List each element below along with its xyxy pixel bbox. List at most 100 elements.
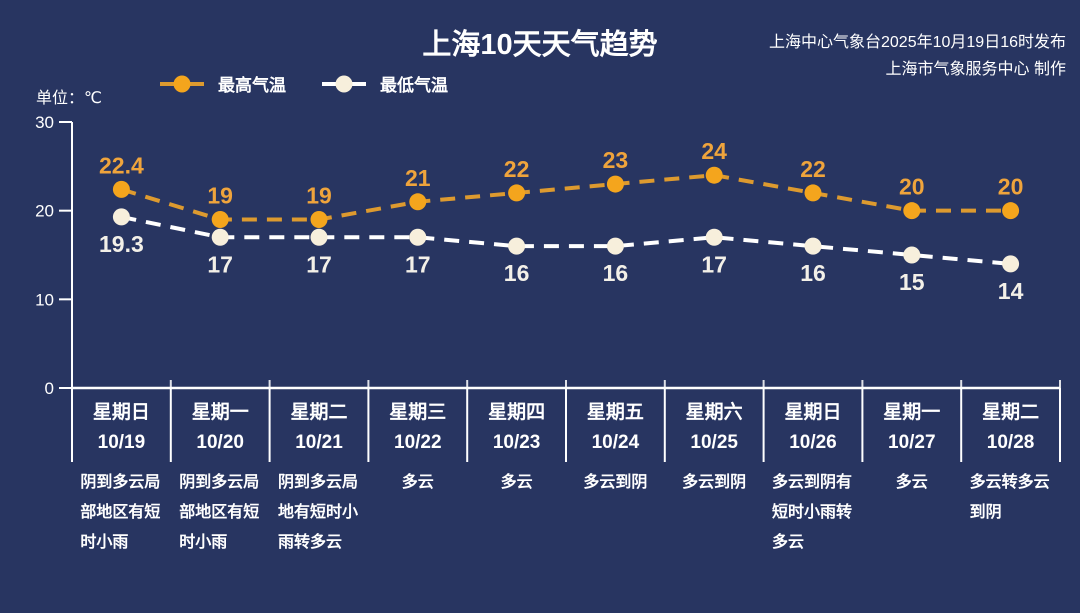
day-column: 星期二 10/28 多云转多云到阴 [961, 392, 1060, 558]
high-temp-legend-marker [160, 75, 204, 92]
weather-text: 多云到阴有短时小雨转多云 [771, 474, 852, 551]
day-column: 星期日 10/26 多云到阴有短时小雨转多云 [764, 392, 863, 558]
low-temp-point [508, 237, 526, 255]
weather-text-wrap: 多云到阴 [566, 468, 665, 498]
legend-label-low-temp: 最低气温 [380, 76, 448, 95]
date-label: 10/22 [394, 432, 442, 453]
day-column: 星期一 10/20 阴到多云局部地区有短时小雨 [171, 392, 270, 558]
day-column: 星期六 10/25 多云到阴 [665, 392, 764, 558]
high-temp-point [705, 166, 723, 184]
weather-text: 多云到阴 [583, 474, 648, 491]
high-temp-point [112, 180, 130, 198]
low-temp-value-label: 17 [207, 251, 233, 277]
low-temp-point [903, 246, 921, 264]
low-temp-value-label: 16 [800, 260, 826, 286]
day-column: 星期二 10/21 阴到多云局地有短时小雨转多云 [270, 392, 369, 558]
low-temp-value-label: 17 [701, 251, 727, 277]
legend-item-high-temp: 最高气温 [158, 71, 286, 96]
date-label: 10/26 [789, 432, 837, 453]
low-temp-value-label: 16 [603, 260, 629, 286]
weather-text-wrap: 多云到阴有短时小雨转多云 [764, 468, 863, 558]
publisher-line-1: 上海中心气象台2025年10月19日16时发布 [769, 34, 1066, 51]
weekday-label: 星期日 [784, 402, 842, 423]
weather-text-wrap: 阴到多云局部地区有短时小雨 [72, 468, 171, 558]
date-label: 10/27 [888, 432, 936, 453]
date-label: 10/20 [196, 432, 244, 453]
low-temp-value-label: 15 [899, 269, 925, 295]
date-label: 10/28 [986, 432, 1035, 453]
y-axis-tick-label: 20 [35, 202, 54, 221]
low-temp-value-label: 17 [306, 251, 332, 277]
y-axis-tick-label: 0 [45, 379, 54, 398]
high-temp-value-label: 20 [998, 174, 1024, 200]
day-column: 星期四 10/23 多云 [467, 392, 566, 558]
weather-text-wrap: 多云 [467, 468, 566, 498]
high-temp-value-label: 22 [504, 156, 530, 182]
high-temp-point [310, 211, 328, 229]
low-temp-point [112, 208, 130, 226]
weather-text: 多云 [500, 474, 533, 491]
date-label: 10/19 [97, 432, 146, 453]
weather-text-wrap: 多云 [368, 468, 467, 498]
y-axis-tick-label: 10 [35, 290, 54, 309]
weather-text-wrap: 阴到多云局部地区有短时小雨 [171, 468, 270, 558]
page-title: 上海10天天气趋势 [422, 29, 658, 61]
high-temp-value-label: 20 [899, 174, 925, 200]
date-label: 10/24 [591, 432, 640, 453]
high-temp-value-label: 23 [603, 147, 629, 173]
weekday-label: 星期二 [290, 402, 348, 423]
weather-text: 多云转多云到阴 [969, 474, 1050, 521]
chart-legend: 最高气温 最低气温 [158, 71, 448, 96]
weather-text-wrap: 多云到阴 [665, 468, 764, 498]
low-temp-point [409, 228, 427, 246]
weather-text: 多云到阴 [682, 474, 747, 491]
day-column: 星期一 10/27 多云 [862, 392, 961, 558]
high-temp-point [606, 175, 624, 193]
publisher-info: 上海中心气象台2025年10月19日16时发布 上海市气象服务中心 制作 [769, 29, 1066, 83]
high-temp-value-label: 19 [306, 183, 332, 209]
low-temp-line [120, 214, 1011, 266]
weather-text: 多云 [895, 474, 928, 491]
weekday-label: 星期六 [685, 402, 743, 423]
high-temp-point [903, 202, 921, 220]
weekday-label: 星期一 [883, 402, 941, 423]
low-temp-legend-marker [322, 75, 366, 92]
y-axis-tick-label: 30 [35, 113, 54, 132]
high-temp-point [409, 193, 427, 211]
high-temp-point [1002, 202, 1020, 220]
date-label: 10/25 [690, 432, 738, 453]
low-temp-value-label: 14 [998, 278, 1024, 304]
weekday-label: 星期日 [92, 402, 150, 423]
low-temp-point [310, 228, 328, 246]
unit-label: 单位：℃ [36, 90, 102, 107]
high-temp-point [211, 211, 229, 229]
legend-label-high-temp: 最高气温 [218, 76, 286, 95]
date-label: 10/23 [492, 432, 541, 453]
weekday-label: 星期五 [586, 402, 644, 423]
high-temp-value-label: 21 [405, 165, 431, 191]
weekday-label: 星期三 [389, 402, 447, 423]
day-columns: 星期日 10/19 阴到多云局部地区有短时小雨 星期一 10/20 阴到多云局部地区有短时… [72, 392, 1060, 558]
legend-item-low-temp: 最低气温 [320, 71, 448, 96]
day-column: 星期三 10/22 多云 [368, 392, 467, 558]
high-temp-value-label: 24 [701, 138, 727, 164]
date-label: 10/21 [295, 432, 343, 453]
low-temp-point [606, 237, 624, 255]
weather-text: 多云 [401, 474, 434, 491]
day-column: 星期日 10/19 阴到多云局部地区有短时小雨 [72, 392, 171, 558]
low-temp-value-label: 16 [504, 260, 530, 286]
weather-text: 阴到多云局部地区有短时小雨 [179, 474, 260, 551]
publisher-line-2: 上海市气象服务中心 制作 [885, 61, 1066, 78]
high-temp-line [120, 173, 1011, 222]
low-temp-point [1002, 255, 1020, 273]
low-temp-value-label: 19.3 [99, 231, 144, 257]
high-temp-point [804, 184, 822, 202]
low-temp-point [211, 228, 229, 246]
low-temp-value-label: 17 [405, 251, 431, 277]
high-temp-value-label: 22.4 [99, 152, 144, 178]
high-temp-value-label: 22 [800, 156, 826, 182]
day-column: 星期五 10/24 多云到阴 [566, 392, 665, 558]
weekday-label: 星期四 [488, 402, 546, 423]
